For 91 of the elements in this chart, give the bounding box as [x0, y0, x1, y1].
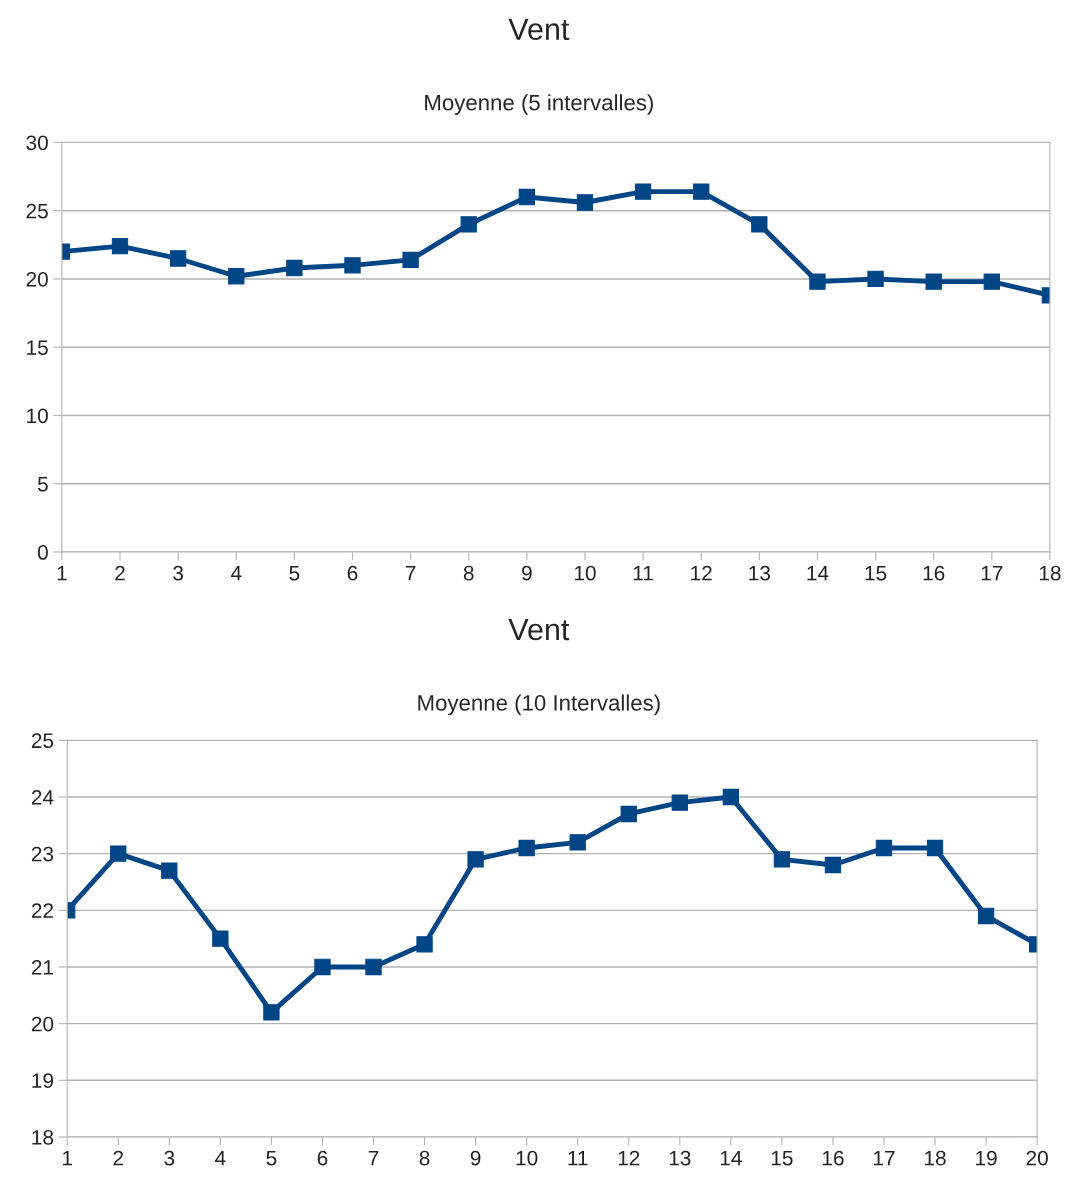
x-tick-label: 3 [164, 1150, 175, 1166]
y-tick-label: 15 [27, 340, 48, 355]
y-tick-label: 20 [31, 1016, 54, 1032]
x-tick-label: 17 [981, 565, 1003, 581]
x-tick-label: 9 [470, 1150, 481, 1166]
point [518, 839, 535, 857]
x-tick-label: 7 [405, 565, 416, 581]
point [693, 183, 710, 200]
point [518, 188, 536, 206]
point [161, 862, 178, 879]
y-tick-label: 10 [27, 408, 48, 424]
point [671, 794, 688, 811]
x-tick-label: 1 [63, 1150, 72, 1166]
point [722, 788, 739, 806]
point [926, 839, 944, 857]
point [925, 273, 942, 290]
point [286, 259, 303, 277]
y-tick-label: 0 [37, 545, 48, 560]
y-tick-label: 22 [31, 903, 53, 918]
y-tick-label: 23 [31, 846, 54, 862]
x-tick-label: 16 [923, 565, 945, 581]
x-tick-label: 10 [516, 1150, 538, 1166]
x-tick-label: 16 [822, 1150, 844, 1166]
x-tick-label: 6 [317, 1150, 328, 1166]
point [402, 251, 419, 268]
point [983, 273, 1000, 290]
y-tick-label: 20 [26, 271, 48, 287]
point [867, 270, 884, 288]
x-tick-label: 15 [865, 565, 887, 581]
point [460, 216, 477, 233]
point [809, 273, 826, 290]
point [416, 936, 433, 953]
x-tick-label: 2 [113, 1150, 124, 1166]
point [365, 958, 382, 976]
y-tick-label: 30 [26, 135, 48, 151]
point [576, 194, 594, 211]
x-tick-label: 17 [873, 1150, 895, 1166]
point [314, 958, 331, 976]
point [620, 805, 637, 823]
y-tick-label: 25 [26, 203, 48, 219]
chart-title: Vent [508, 619, 570, 641]
y-tick-label: 25 [31, 733, 54, 749]
point [773, 851, 791, 868]
x-tick-label: 14 [807, 565, 829, 581]
point [634, 183, 652, 200]
x-tick-label: 15 [771, 1150, 793, 1166]
y-tick-label: 21 [31, 959, 54, 975]
chart-subtitle: Moyenne (5 intervalles) [425, 94, 653, 115]
point [569, 834, 586, 851]
x-tick-label: 13 [669, 1150, 691, 1166]
x-tick-label: 9 [522, 565, 532, 581]
y-tick-label: 18 [32, 1129, 54, 1145]
x-tick-label: 6 [347, 565, 358, 581]
point [263, 1004, 280, 1021]
point [824, 856, 842, 874]
y-tick-label: 24 [31, 790, 54, 805]
x-tick-label: 10 [574, 565, 596, 581]
chart-title: Vent [508, 18, 570, 41]
point [111, 238, 129, 255]
x-tick-label: 8 [419, 1150, 430, 1166]
point [751, 216, 768, 233]
point [875, 839, 893, 857]
x-tick-label: 14 [720, 1150, 742, 1166]
point [977, 907, 995, 925]
x-tick-label: 11 [633, 565, 653, 581]
x-tick-label: 4 [215, 1150, 226, 1166]
y-tick-label: 19 [32, 1073, 54, 1089]
x-tick-label: 18 [1039, 565, 1061, 581]
x-tick-label: 11 [568, 1150, 588, 1166]
x-tick-label: 12 [618, 1150, 640, 1166]
x-tick-label: 2 [115, 565, 125, 581]
x-tick-label: 5 [289, 565, 300, 581]
x-tick-label: 7 [368, 1150, 379, 1166]
chart-subtitle: Moyenne (10 Intervalles) [418, 694, 660, 716]
x-tick-label: 18 [925, 1150, 946, 1166]
x-tick-label: 13 [749, 565, 770, 581]
x-tick-label: 4 [230, 565, 242, 581]
point [169, 250, 187, 267]
point [467, 851, 484, 868]
point [228, 268, 245, 285]
x-tick-label: 1 [57, 565, 67, 581]
x-tick-label: 5 [266, 1150, 277, 1166]
point [344, 257, 361, 274]
x-tick-label: 3 [173, 565, 183, 581]
x-tick-label: 12 [691, 565, 712, 581]
point [212, 930, 229, 947]
x-tick-label: 20 [1026, 1150, 1048, 1166]
point [110, 845, 127, 862]
y-tick-label: 5 [37, 476, 48, 492]
x-tick-label: 19 [976, 1150, 997, 1166]
x-tick-label: 8 [463, 565, 474, 581]
